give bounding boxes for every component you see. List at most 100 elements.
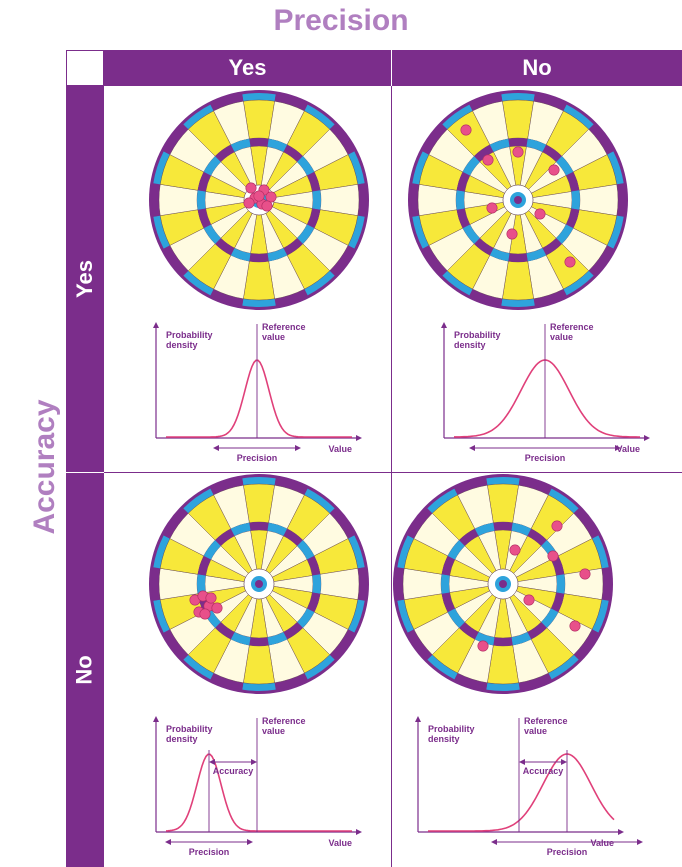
board-treble-segment xyxy=(556,574,565,594)
board-double-segment xyxy=(329,508,355,539)
board-treble-segment xyxy=(474,522,495,536)
board-double-segment xyxy=(533,94,567,111)
board-double-segment xyxy=(588,124,614,155)
arrow-head xyxy=(251,759,257,765)
board-treble-segment xyxy=(474,144,494,162)
board-double-segment xyxy=(152,183,161,217)
column-header-yes: Yes xyxy=(104,50,391,86)
precision-label: Precision xyxy=(547,847,588,857)
arrow-head xyxy=(491,839,497,845)
panel-precise-accurate: Probability density Reference value Value Pre… xyxy=(104,86,392,473)
board-treble-segment xyxy=(249,637,269,646)
row-header-yes: Yes xyxy=(66,86,104,472)
board-double-segment xyxy=(304,654,335,680)
dart-hit xyxy=(523,594,535,606)
ylabel-line1: Probability xyxy=(166,724,213,734)
board-treble-segment xyxy=(493,522,513,531)
board-double-segment xyxy=(454,673,488,690)
distribution-curve xyxy=(454,359,640,438)
board-treble-segment xyxy=(267,248,288,262)
board-treble-segment xyxy=(312,574,321,594)
board-treble-segment xyxy=(215,144,235,162)
board-treble-segment xyxy=(283,528,303,546)
dart-hit xyxy=(569,620,581,632)
dart-hit xyxy=(477,640,489,652)
ylabel-line1: Probability xyxy=(428,724,475,734)
precision-label: Precision xyxy=(189,847,230,857)
dartboard xyxy=(149,474,369,694)
arrow-head xyxy=(441,322,447,328)
board-treble-segment xyxy=(312,190,321,210)
board-treble-segment xyxy=(527,528,547,546)
board-double-segment xyxy=(397,535,414,569)
board-treble-segment xyxy=(307,592,321,613)
dart-hit xyxy=(509,544,521,556)
board-double-segment xyxy=(183,270,214,296)
panel-imprecise-accurate: Probability density Reference value Value Pre… xyxy=(392,86,682,473)
board-treble-segment xyxy=(542,144,562,162)
dart-hit xyxy=(243,197,255,209)
arrow-head xyxy=(247,839,253,845)
precision-label: Precision xyxy=(237,453,278,463)
board-treble-segment xyxy=(267,522,288,536)
board-double-segment xyxy=(607,151,624,185)
arrow-head xyxy=(295,445,301,451)
board-double-segment xyxy=(183,104,214,130)
board-double-segment xyxy=(304,488,335,514)
board-double-segment xyxy=(163,629,189,660)
arrow-head xyxy=(415,716,421,722)
board-treble-segment xyxy=(556,156,574,176)
board-treble-segment xyxy=(215,238,235,256)
board-double-segment xyxy=(396,567,405,601)
board-double-segment xyxy=(563,104,594,130)
arrow-head xyxy=(213,445,219,451)
arrow-head xyxy=(644,435,650,441)
xlabel: Value xyxy=(328,838,352,848)
board-double-segment xyxy=(422,245,448,276)
board-double-segment xyxy=(442,104,473,130)
column-header-no: No xyxy=(392,50,682,86)
reference-label-line1: Reference xyxy=(550,322,594,332)
board-treble-segment xyxy=(462,224,480,244)
board-double-segment xyxy=(152,567,161,601)
arrow-head xyxy=(637,839,643,845)
board-treble-segment xyxy=(489,248,510,262)
reference-label-line2: value xyxy=(524,726,547,736)
board-treble-segment xyxy=(459,528,479,546)
board-treble-segment xyxy=(297,608,315,628)
board-double-segment xyxy=(501,93,535,102)
board-double-segment xyxy=(348,151,365,185)
reference-label-line1: Reference xyxy=(262,716,306,726)
board-double-segment xyxy=(153,215,170,249)
board-treble-segment xyxy=(508,138,528,147)
board-treble-segment xyxy=(307,171,321,192)
dartboard xyxy=(393,474,613,694)
dart-hit xyxy=(534,208,546,220)
board-treble-segment xyxy=(203,156,221,176)
board-treble-segment xyxy=(526,138,547,152)
arrow-head xyxy=(618,829,624,835)
row-header-yes-label: Yes xyxy=(72,260,97,298)
arrow-head xyxy=(209,759,215,765)
board-double-segment xyxy=(357,567,366,601)
board-treble-segment xyxy=(493,637,513,646)
board-treble-segment xyxy=(283,238,303,256)
reference-label-line1: Reference xyxy=(262,322,306,332)
ylabel-line2: density xyxy=(166,340,198,350)
board-treble-segment xyxy=(230,632,251,646)
board-treble-segment xyxy=(267,632,288,646)
board-treble-segment xyxy=(541,608,559,628)
board-treble-segment xyxy=(441,555,455,576)
board-double-segment xyxy=(210,289,244,306)
board-double-segment xyxy=(469,94,503,111)
board-treble-segment xyxy=(197,190,206,210)
board-treble-segment xyxy=(197,574,206,594)
board-treble-segment xyxy=(297,156,315,176)
xlabel: Value xyxy=(328,444,352,454)
dart-hit xyxy=(506,228,518,240)
xlabel: Value xyxy=(590,838,614,848)
